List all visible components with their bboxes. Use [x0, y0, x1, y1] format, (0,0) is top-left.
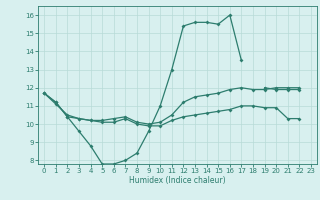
X-axis label: Humidex (Indice chaleur): Humidex (Indice chaleur) — [129, 176, 226, 185]
